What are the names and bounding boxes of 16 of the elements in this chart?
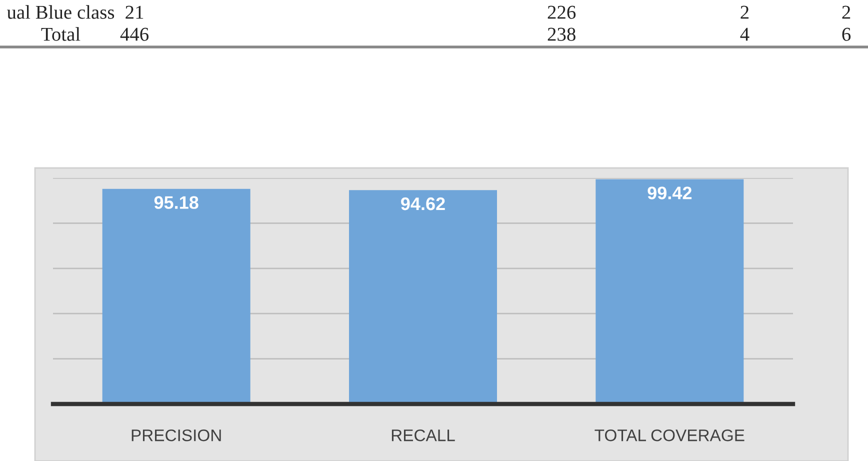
x-tick-label: PRECISION xyxy=(132,429,221,442)
data-label: 94.62 xyxy=(401,197,445,210)
text: ual Blue class xyxy=(7,5,114,19)
text: Total xyxy=(41,27,80,41)
data-label: 99.42 xyxy=(648,186,692,200)
data-label: 95.18 xyxy=(154,196,198,209)
x-tick-label: TOTAL COVERAGE xyxy=(594,429,744,442)
text: 6 xyxy=(842,28,851,41)
text: 238 xyxy=(548,28,576,41)
text: 446 xyxy=(120,28,149,41)
text: 226 xyxy=(548,6,576,19)
text: 4 xyxy=(740,28,750,41)
x-tick-label: RECALL xyxy=(392,429,455,442)
text: 2 xyxy=(740,6,749,19)
text: 21 xyxy=(126,6,144,19)
text: 2 xyxy=(842,6,850,19)
